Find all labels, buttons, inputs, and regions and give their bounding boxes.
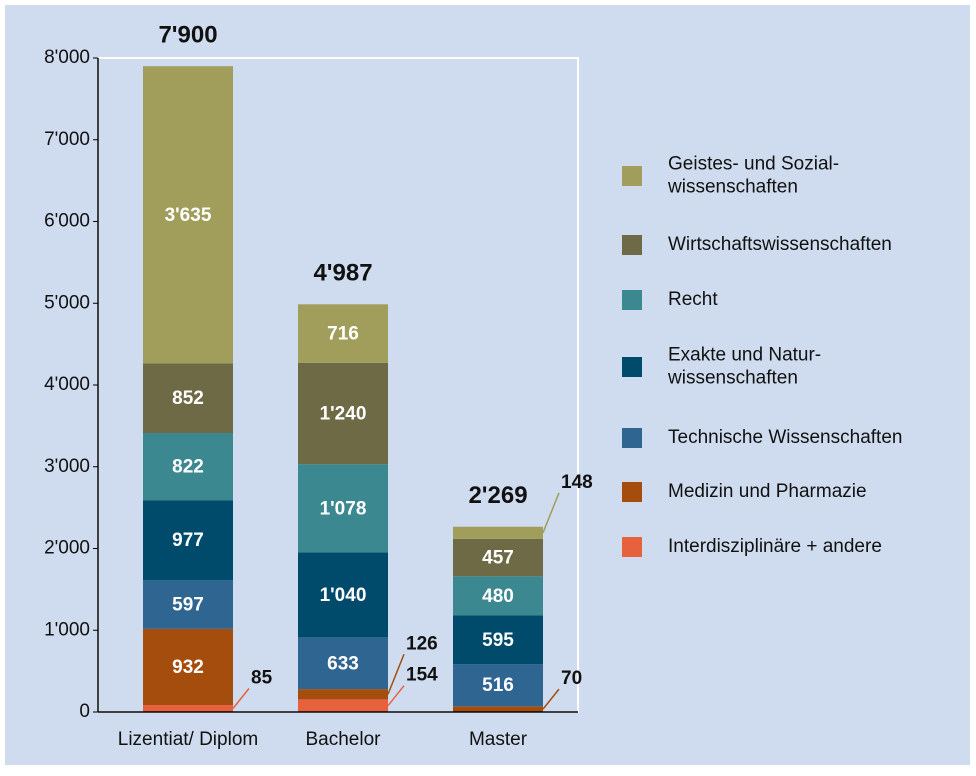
value-label: 977 [172, 530, 204, 551]
bar-segment [143, 580, 233, 629]
bar-segment [143, 363, 233, 433]
value-label: 822 [172, 457, 204, 478]
bar-segment [453, 526, 543, 539]
legend-swatch [622, 357, 642, 377]
y-tick-label: 6'000 [44, 211, 90, 232]
value-label: 126 [406, 633, 438, 654]
bar-segment [298, 464, 388, 553]
value-label: 148 [561, 472, 593, 493]
value-label: 154 [406, 665, 438, 686]
legend-label: Technische Wissenschaften [668, 427, 902, 448]
y-tick-label: 0 [79, 701, 90, 722]
legend-label: Medizin und Pharmazie [668, 481, 867, 502]
bar-segment [453, 615, 543, 665]
leader-line [542, 492, 560, 534]
value-label: 852 [172, 388, 204, 409]
bar-segment [453, 706, 543, 712]
legend-swatch [622, 537, 642, 557]
leader-line [542, 688, 560, 710]
value-label: 1'078 [320, 498, 367, 519]
bar-segment [298, 362, 388, 465]
value-label: 85 [251, 668, 273, 689]
legend-swatch [622, 428, 642, 448]
bar-segment [298, 304, 388, 363]
value-label: 633 [327, 653, 359, 674]
value-label: 597 [172, 594, 204, 615]
value-label: 932 [172, 657, 204, 678]
value-label: 516 [482, 675, 514, 696]
value-label: 3'635 [165, 205, 212, 226]
y-tick-label: 4'000 [44, 374, 90, 395]
value-label: 716 [327, 324, 359, 345]
total-label: 4'987 [313, 260, 372, 287]
legend-line: wissenschaften [667, 177, 798, 198]
bar-segment [143, 66, 233, 364]
bar-segment [453, 664, 543, 707]
bar-segment [453, 538, 543, 577]
legend-label: Interdisziplinäre + andere [668, 536, 882, 557]
y-tick-label: 1'000 [44, 619, 90, 640]
legend-swatch [622, 290, 642, 310]
bar-segment [298, 699, 388, 712]
value-label: 70 [561, 668, 582, 689]
legend-label: Geistes- und Sozial-wissenschaften [667, 154, 839, 198]
x-tick-label: Bachelor [306, 729, 382, 750]
y-tick-label: 3'000 [44, 456, 90, 477]
y-tick-label: 2'000 [44, 538, 90, 559]
bar-segment [298, 637, 388, 690]
value-label: 457 [482, 548, 514, 569]
x-tick-label: Lizentiat/ Diplom [118, 729, 258, 750]
total-label: 2'269 [468, 482, 527, 509]
bar-segment [298, 552, 388, 638]
legend-label: Wirtschaftswissenschaften [668, 234, 892, 255]
legend-label: Exakte und Natur-wissenschaften [667, 345, 821, 389]
bar-segment [143, 705, 233, 712]
legend-line: wissenschaften [667, 368, 798, 389]
leader-line [387, 685, 405, 707]
y-tick-label: 7'000 [44, 129, 90, 150]
total-label: 7'900 [158, 22, 217, 49]
y-tick-label: 8'000 [44, 47, 90, 68]
legend-label: Recht [668, 289, 718, 310]
y-tick-label: 5'000 [44, 292, 90, 313]
legend-line: Exakte und Natur- [668, 345, 821, 366]
x-tick-label: Master [469, 729, 528, 750]
leader-line [232, 688, 250, 709]
bar-segment [453, 576, 543, 616]
value-label: 480 [482, 586, 514, 607]
bar-segment [298, 689, 388, 700]
bar-segment [143, 500, 233, 581]
value-label: 1'040 [320, 585, 367, 606]
value-label: 595 [482, 630, 514, 651]
value-label: 1'240 [320, 404, 367, 425]
legend-swatch [622, 482, 642, 502]
bar-segment [143, 432, 233, 501]
bar-segment [143, 628, 233, 706]
legend-swatch [622, 235, 642, 255]
leader-line [387, 653, 405, 695]
legend-swatch [622, 166, 642, 186]
legend-line: Geistes- und Sozial- [668, 154, 839, 175]
